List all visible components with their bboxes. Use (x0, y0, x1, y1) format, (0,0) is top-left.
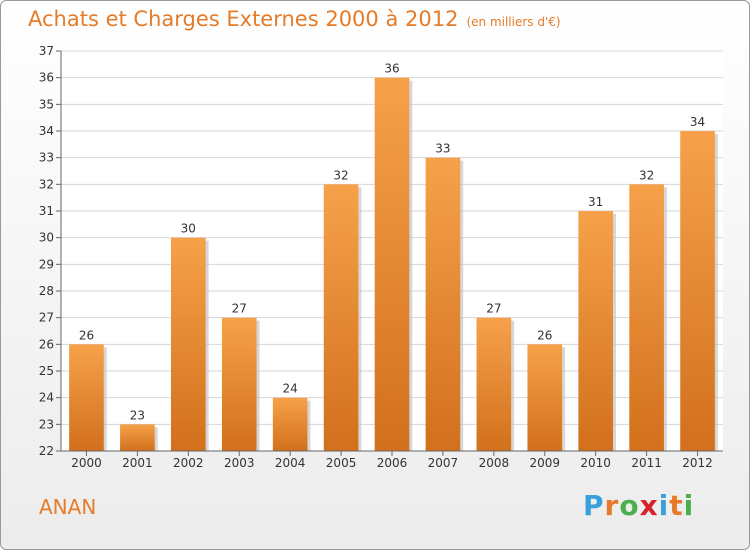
data-label: 36 (384, 62, 399, 76)
bar (578, 211, 614, 451)
bar (120, 424, 155, 451)
y-tick-label: 30 (39, 231, 54, 245)
logo-letter: P (583, 489, 605, 522)
data-label: 30 (181, 222, 196, 236)
y-tick-label: 25 (39, 364, 54, 378)
x-tick-label: 2004 (275, 456, 306, 470)
data-label: 34 (690, 115, 705, 129)
logo-letter: x (639, 489, 659, 522)
bar (170, 237, 206, 451)
data-label: 32 (639, 168, 654, 182)
data-label: 31 (588, 195, 603, 209)
y-tick-label: 23 (39, 417, 54, 431)
logo-letter: r (604, 489, 620, 522)
y-tick-label: 29 (39, 257, 54, 271)
x-tick-label: 2011 (631, 456, 662, 470)
x-tick-label: 2005 (326, 456, 357, 470)
logo-letter: i (658, 489, 670, 522)
x-tick-label: 2009 (529, 456, 560, 470)
chart-title: Achats et Charges Externes 2000 à 2012 (e… (28, 7, 561, 31)
logo-letter: o (619, 489, 640, 522)
x-tick-label: 2002 (173, 456, 204, 470)
x-tick-label: 2003 (224, 456, 255, 470)
bar (680, 131, 715, 451)
data-label: 27 (486, 302, 501, 316)
data-label: 26 (79, 328, 94, 342)
bar (69, 344, 104, 451)
location-label: ANAN (39, 495, 97, 519)
x-tick-label: 2001 (122, 456, 153, 470)
bar (323, 184, 359, 452)
logo-letter: i (683, 489, 695, 522)
y-tick-label: 31 (39, 204, 54, 218)
data-label: 26 (537, 328, 552, 342)
x-tick-label: 2010 (580, 456, 611, 470)
y-tick-label: 27 (39, 311, 54, 325)
bar (272, 397, 308, 451)
y-tick-label: 34 (39, 124, 54, 138)
y-tick-label: 24 (39, 391, 54, 405)
bar (476, 317, 512, 451)
x-tick-label: 2007 (428, 456, 459, 470)
logo-letter: t (669, 489, 684, 522)
data-label: 23 (130, 408, 145, 422)
bar (374, 77, 410, 452)
y-axis: 22 23 24 25 26 27 28 29 30 31 32 33 34 35 36 37 (39, 44, 62, 458)
y-tick-label: 33 (39, 151, 54, 165)
proxiti-logo: Proxiti (583, 489, 694, 522)
y-tick-label: 36 (39, 71, 54, 85)
x-tick-label: 2006 (377, 456, 408, 470)
bar (221, 317, 257, 451)
y-tick-label: 26 (39, 337, 54, 351)
data-label: 27 (232, 302, 247, 316)
y-tick-label: 32 (39, 177, 54, 191)
y-tick-label: 28 (39, 284, 54, 298)
chart-subtitle: (en milliers d'€) (466, 15, 561, 29)
bars: 26 23 30 27 24 32 36 33 27 26 31 32 34 (69, 62, 718, 452)
data-label: 33 (435, 142, 450, 156)
x-tick-label: 2008 (479, 456, 510, 470)
x-tick-label: 2012 (682, 456, 713, 470)
y-tick-label: 37 (39, 44, 54, 58)
bar (629, 184, 664, 452)
data-label: 24 (283, 382, 298, 396)
bar (425, 157, 461, 451)
bar (527, 344, 563, 451)
x-tick-label: 2000 (71, 456, 102, 470)
x-axis: 2000 2001 2002 2003 2004 2005 2006 2007 2008 2009… (61, 450, 723, 470)
y-tick-label: 35 (39, 97, 54, 111)
y-tick-label: 22 (39, 444, 54, 458)
chart-title-text: Achats et Charges Externes 2000 à 2012 (28, 7, 459, 31)
data-label: 32 (333, 168, 348, 182)
